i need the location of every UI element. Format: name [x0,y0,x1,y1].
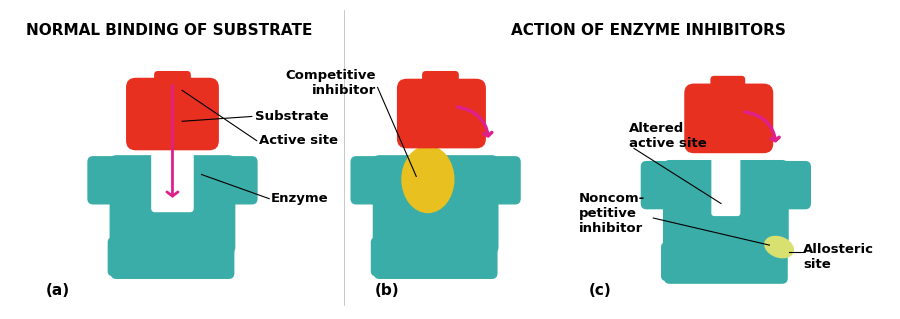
Ellipse shape [764,236,794,258]
FancyBboxPatch shape [422,71,459,98]
Text: (c): (c) [589,283,611,298]
FancyBboxPatch shape [397,79,486,148]
Text: Noncom-
petitive
inhibitor: Noncom- petitive inhibitor [579,192,645,235]
Text: ACTION OF ENZYME INHIBITORS: ACTION OF ENZYME INHIBITORS [511,23,786,38]
FancyBboxPatch shape [350,156,393,204]
FancyBboxPatch shape [373,155,499,254]
FancyBboxPatch shape [664,241,788,284]
FancyBboxPatch shape [110,155,236,254]
FancyBboxPatch shape [769,161,811,209]
FancyBboxPatch shape [126,78,219,150]
FancyBboxPatch shape [641,161,683,209]
FancyBboxPatch shape [684,84,773,153]
FancyBboxPatch shape [111,236,234,279]
FancyBboxPatch shape [478,156,521,204]
FancyBboxPatch shape [108,237,144,276]
FancyBboxPatch shape [374,236,498,279]
Text: (b): (b) [375,283,400,298]
Text: Substrate: Substrate [255,110,328,123]
Text: Competitive
inhibitor: Competitive inhibitor [285,69,375,97]
FancyBboxPatch shape [371,237,408,276]
FancyBboxPatch shape [215,156,257,204]
Text: NORMAL BINDING OF SUBSTRATE: NORMAL BINDING OF SUBSTRATE [26,23,313,38]
FancyBboxPatch shape [154,71,191,98]
FancyBboxPatch shape [87,156,130,204]
Text: Allosteric
site: Allosteric site [804,243,874,271]
FancyBboxPatch shape [151,151,194,212]
FancyBboxPatch shape [661,242,698,281]
Text: Enzyme: Enzyme [271,192,328,205]
FancyBboxPatch shape [663,160,788,259]
Text: (a): (a) [46,283,70,298]
FancyBboxPatch shape [711,157,741,216]
Text: Altered
active site: Altered active site [629,122,706,150]
Text: Active site: Active site [258,134,338,147]
Ellipse shape [401,145,454,213]
FancyBboxPatch shape [710,76,745,103]
